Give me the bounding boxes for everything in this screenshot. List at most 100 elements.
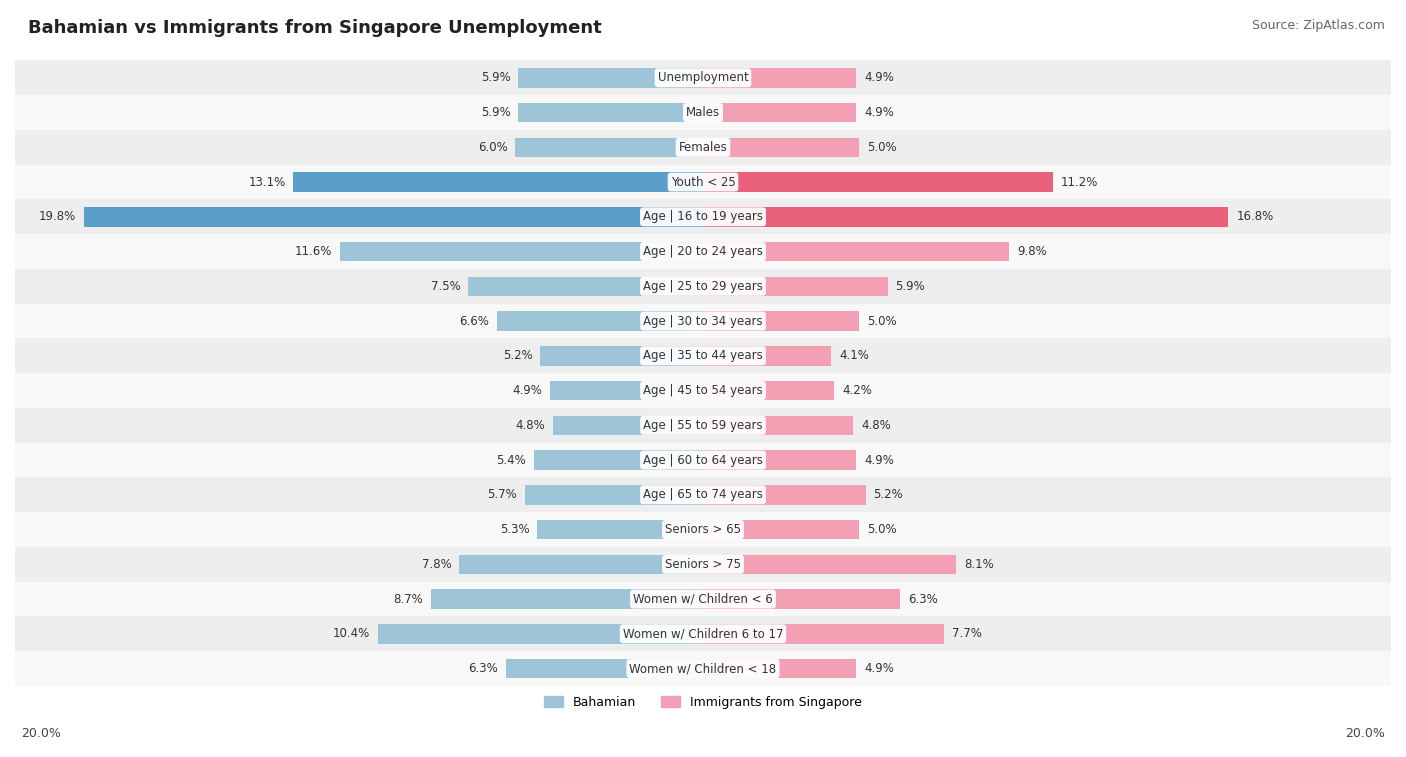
Text: 5.2%: 5.2% — [873, 488, 903, 501]
Bar — [15, 338, 1391, 373]
Bar — [15, 165, 1391, 199]
Text: 6.6%: 6.6% — [458, 315, 489, 328]
Text: 11.6%: 11.6% — [295, 245, 332, 258]
Text: Unemployment: Unemployment — [658, 71, 748, 84]
Bar — [703, 555, 956, 574]
Bar — [15, 512, 1391, 547]
Text: 5.7%: 5.7% — [486, 488, 517, 501]
Text: 10.4%: 10.4% — [333, 628, 370, 640]
Bar — [703, 276, 887, 296]
Bar — [460, 555, 703, 574]
Text: 5.3%: 5.3% — [499, 523, 530, 536]
Text: Seniors > 65: Seniors > 65 — [665, 523, 741, 536]
Bar — [516, 138, 703, 157]
Text: 4.9%: 4.9% — [865, 106, 894, 119]
Bar — [468, 276, 703, 296]
Text: 4.2%: 4.2% — [842, 384, 872, 397]
Bar — [84, 207, 703, 226]
Bar — [703, 138, 859, 157]
Text: 5.9%: 5.9% — [896, 280, 925, 293]
Bar — [703, 485, 866, 504]
Bar — [553, 416, 703, 435]
Legend: Bahamian, Immigrants from Singapore: Bahamian, Immigrants from Singapore — [538, 691, 868, 714]
Text: Age | 20 to 24 years: Age | 20 to 24 years — [643, 245, 763, 258]
Text: 13.1%: 13.1% — [249, 176, 285, 188]
Bar — [15, 234, 1391, 269]
Text: 11.2%: 11.2% — [1062, 176, 1098, 188]
Text: 6.3%: 6.3% — [908, 593, 938, 606]
Bar — [703, 624, 943, 643]
Bar — [703, 346, 831, 366]
Text: 6.3%: 6.3% — [468, 662, 498, 675]
Bar — [15, 269, 1391, 304]
Text: 5.0%: 5.0% — [868, 523, 897, 536]
Text: Age | 65 to 74 years: Age | 65 to 74 years — [643, 488, 763, 501]
Bar — [15, 304, 1391, 338]
Bar — [294, 173, 703, 192]
Bar — [703, 103, 856, 123]
Text: 16.8%: 16.8% — [1236, 210, 1274, 223]
Text: 5.2%: 5.2% — [503, 349, 533, 363]
Text: Age | 60 to 64 years: Age | 60 to 64 years — [643, 453, 763, 466]
Text: Males: Males — [686, 106, 720, 119]
Text: 7.8%: 7.8% — [422, 558, 451, 571]
Bar — [703, 520, 859, 539]
Text: 9.8%: 9.8% — [1018, 245, 1047, 258]
Text: Women w/ Children 6 to 17: Women w/ Children 6 to 17 — [623, 628, 783, 640]
Bar — [15, 130, 1391, 165]
Bar — [15, 408, 1391, 443]
Text: 4.9%: 4.9% — [865, 662, 894, 675]
Bar — [15, 61, 1391, 95]
Bar — [703, 173, 1053, 192]
Bar — [703, 450, 856, 470]
Bar — [703, 589, 900, 609]
Text: 5.4%: 5.4% — [496, 453, 526, 466]
Text: 4.1%: 4.1% — [839, 349, 869, 363]
Text: Age | 55 to 59 years: Age | 55 to 59 years — [643, 419, 763, 431]
Bar — [15, 547, 1391, 581]
Bar — [519, 68, 703, 88]
Bar — [537, 520, 703, 539]
Bar — [15, 478, 1391, 512]
Text: 20.0%: 20.0% — [1346, 727, 1385, 740]
Bar — [519, 103, 703, 123]
Text: Age | 16 to 19 years: Age | 16 to 19 years — [643, 210, 763, 223]
Text: Women w/ Children < 18: Women w/ Children < 18 — [630, 662, 776, 675]
Text: 4.9%: 4.9% — [865, 71, 894, 84]
Bar — [496, 311, 703, 331]
Bar — [540, 346, 703, 366]
Bar — [340, 241, 703, 261]
Text: 4.8%: 4.8% — [860, 419, 890, 431]
Text: 20.0%: 20.0% — [21, 727, 60, 740]
Text: 5.9%: 5.9% — [481, 71, 510, 84]
Text: 4.8%: 4.8% — [516, 419, 546, 431]
Text: 8.1%: 8.1% — [965, 558, 994, 571]
Bar — [703, 416, 853, 435]
Bar — [15, 199, 1391, 234]
Text: Bahamian vs Immigrants from Singapore Unemployment: Bahamian vs Immigrants from Singapore Un… — [28, 19, 602, 37]
Text: 7.7%: 7.7% — [952, 628, 981, 640]
Text: Age | 25 to 29 years: Age | 25 to 29 years — [643, 280, 763, 293]
Bar — [703, 207, 1229, 226]
Text: Seniors > 75: Seniors > 75 — [665, 558, 741, 571]
Text: 4.9%: 4.9% — [865, 453, 894, 466]
Bar — [703, 381, 834, 400]
Text: 8.7%: 8.7% — [394, 593, 423, 606]
Bar — [550, 381, 703, 400]
Bar — [430, 589, 703, 609]
Bar — [15, 581, 1391, 616]
Text: Age | 30 to 34 years: Age | 30 to 34 years — [643, 315, 763, 328]
Text: 4.9%: 4.9% — [512, 384, 541, 397]
Text: 5.9%: 5.9% — [481, 106, 510, 119]
Text: Youth < 25: Youth < 25 — [671, 176, 735, 188]
Text: Source: ZipAtlas.com: Source: ZipAtlas.com — [1251, 19, 1385, 32]
Text: 6.0%: 6.0% — [478, 141, 508, 154]
Bar — [506, 659, 703, 678]
Text: Age | 35 to 44 years: Age | 35 to 44 years — [643, 349, 763, 363]
Bar — [534, 450, 703, 470]
Text: Females: Females — [679, 141, 727, 154]
Bar — [703, 241, 1010, 261]
Bar — [378, 624, 703, 643]
Bar — [15, 373, 1391, 408]
Text: 5.0%: 5.0% — [868, 315, 897, 328]
